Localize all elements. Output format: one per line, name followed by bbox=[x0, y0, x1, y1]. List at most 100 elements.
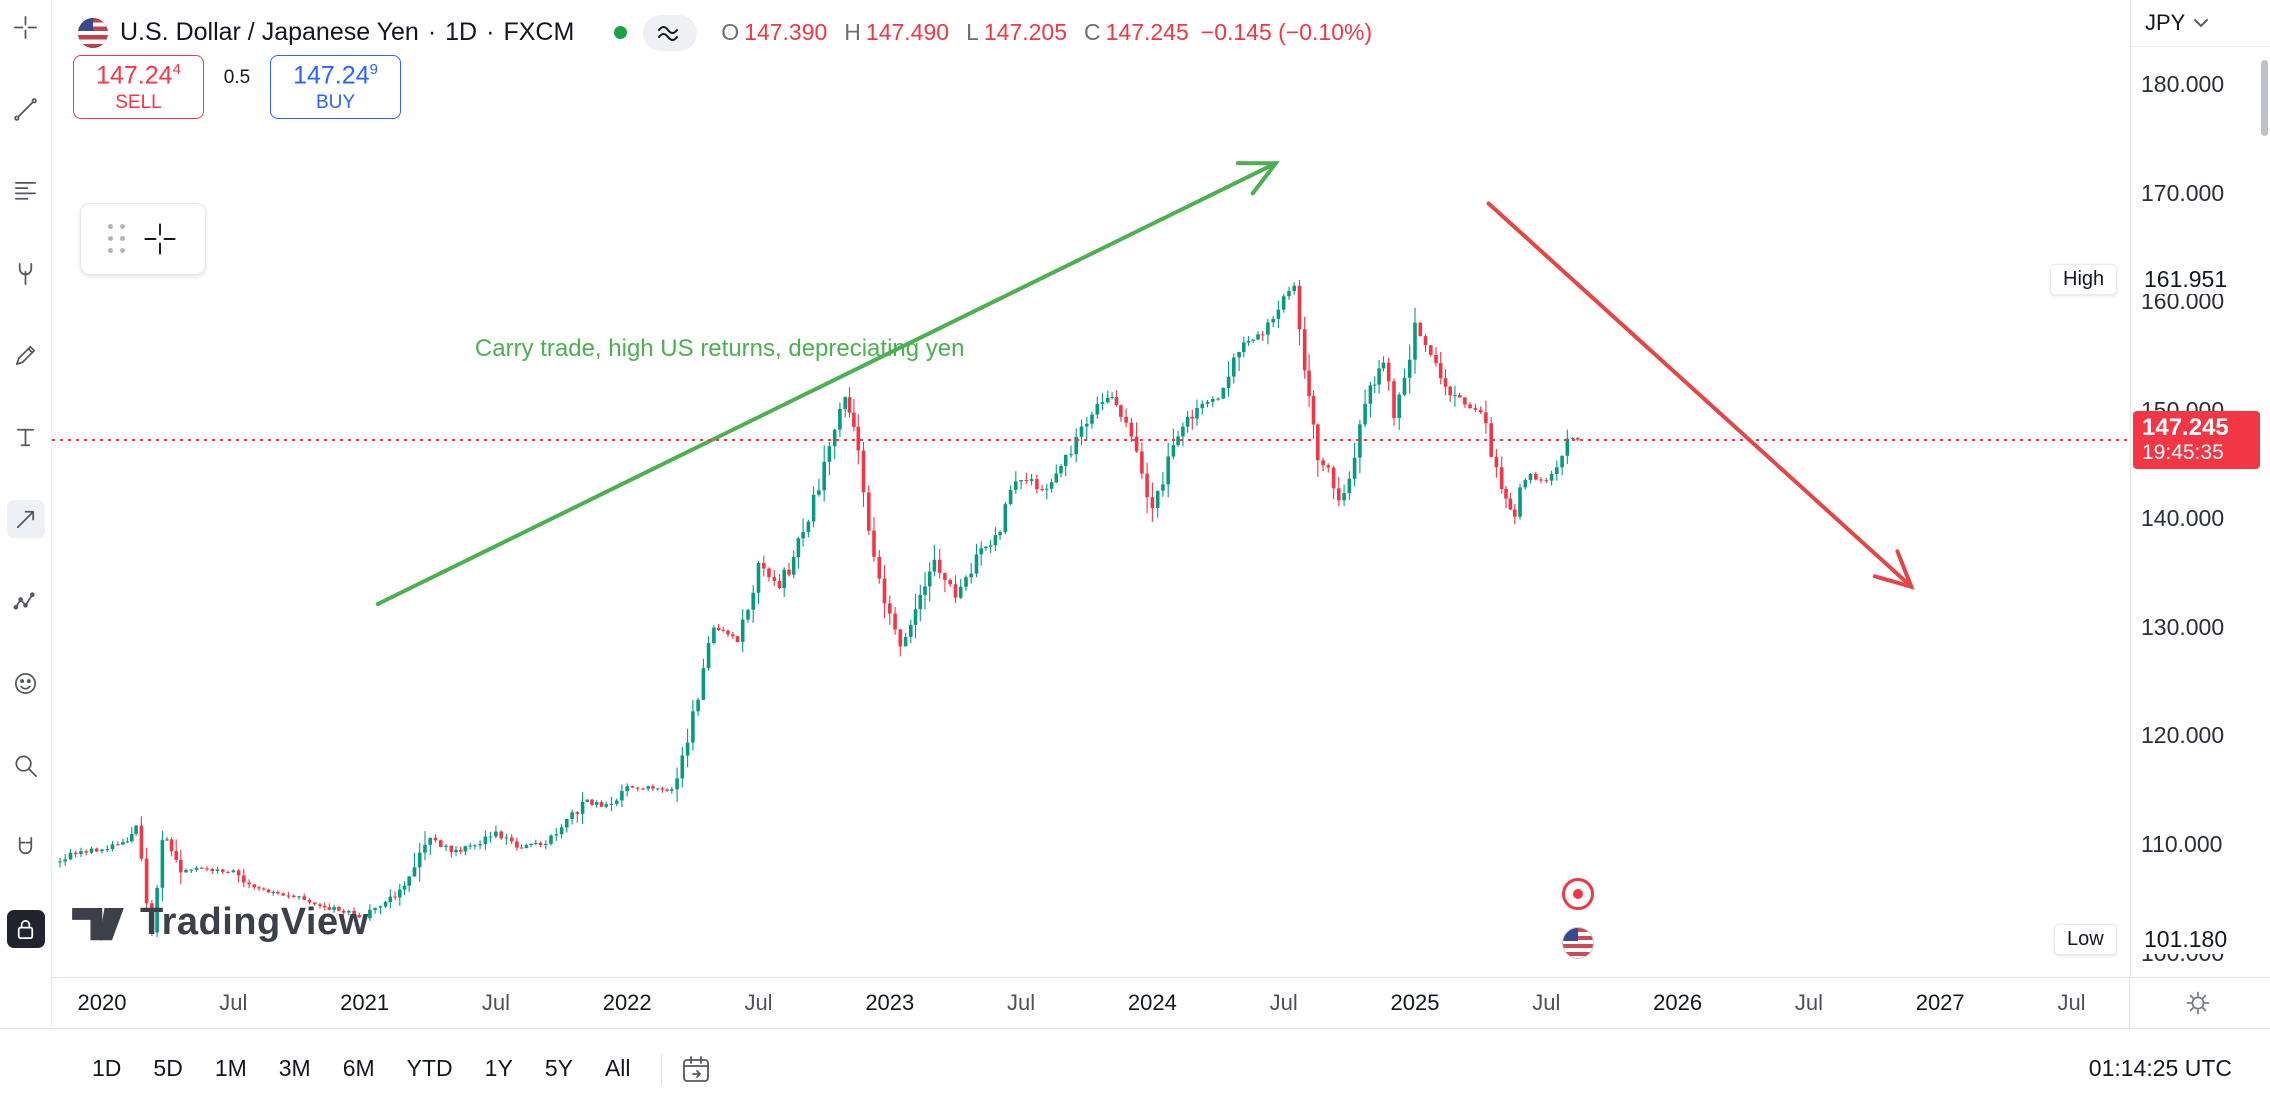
range-button-6m[interactable]: 6M bbox=[331, 1047, 387, 1090]
buy-label: BUY bbox=[315, 91, 356, 113]
economic-event-icon[interactable] bbox=[1561, 878, 1594, 910]
ohlc-values: O 147.390 H 147.490 L 147.205 C 147.245 bbox=[721, 19, 1189, 46]
range-button-5d[interactable]: 5D bbox=[141, 1047, 194, 1090]
bar-countdown: 19:45:35 bbox=[2142, 440, 2224, 464]
time-tick-label: 2026 bbox=[1653, 990, 1703, 1015]
sell-button[interactable]: 147.244 SELL bbox=[73, 55, 204, 119]
time-axis-settings-icon[interactable] bbox=[2182, 987, 2214, 1019]
separator: · bbox=[486, 18, 495, 46]
price-tick-label: 110.000 bbox=[2141, 830, 2223, 857]
bottom-toolbar: 1D 5D 1M 3M 6M YTD 1Y 5Y All 01:14:25 UTC bbox=[0, 1028, 2270, 1108]
pitchfork-icon[interactable] bbox=[7, 254, 45, 292]
currency-label: JPY bbox=[2145, 10, 2186, 35]
time-tick-label: Jul bbox=[744, 990, 773, 1015]
candlestick-series[interactable] bbox=[58, 285, 1580, 933]
sell-price-pip: 4 bbox=[172, 61, 181, 79]
range-button-3m[interactable]: 3M bbox=[267, 1047, 323, 1090]
ohlc-item: O 147.390 bbox=[721, 19, 828, 45]
chevron-down-icon bbox=[2194, 19, 2209, 28]
separator: · bbox=[427, 18, 437, 46]
time-tick-label: Jul bbox=[1269, 990, 1298, 1015]
exchange-label: FXCM bbox=[503, 18, 575, 46]
us-flag-icon bbox=[78, 17, 108, 48]
arrow-tool-icon[interactable] bbox=[6, 500, 45, 538]
time-tick-label: Jul bbox=[1532, 990, 1561, 1015]
magnet-icon[interactable] bbox=[7, 828, 45, 866]
last-price-line bbox=[52, 438, 2130, 441]
symbol-name: U.S. Dollar / Japanese Yen bbox=[120, 18, 419, 46]
price-tick-label: 140.000 bbox=[2141, 505, 2225, 532]
time-tick-label: 2024 bbox=[1127, 990, 1177, 1015]
currency-selector[interactable]: JPY bbox=[2131, 0, 2270, 47]
chart-header: U.S. Dollar / Japanese Yen · 1D · FXCM O… bbox=[52, 0, 2130, 65]
ohlc-item: C 147.245 bbox=[1084, 19, 1189, 45]
utc-clock[interactable]: 01:14:25 UTC bbox=[2088, 1055, 2232, 1081]
wave-icon bbox=[658, 25, 679, 41]
text-tool-icon[interactable] bbox=[7, 418, 45, 456]
emoji-icon[interactable] bbox=[7, 664, 45, 702]
chart-area[interactable]: TradingView Carry trade, high US returns… bbox=[52, 65, 2130, 977]
time-axis[interactable]: 2020 Jul 2021 Jul 2022 Jul 2023 Jul 2024 Jul 2025 J… bbox=[52, 977, 2270, 1028]
time-tick-label: 2021 bbox=[340, 990, 390, 1015]
brush-icon[interactable] bbox=[7, 336, 45, 374]
price-tick-label: 120.000 bbox=[2141, 722, 2225, 749]
crosshair-icon bbox=[144, 223, 176, 255]
range-button-1d[interactable]: 1D bbox=[80, 1047, 133, 1090]
pattern-icon[interactable] bbox=[7, 582, 45, 620]
time-tick-label: Jul bbox=[219, 990, 248, 1015]
candle-wicks bbox=[59, 280, 1579, 937]
bearish-trend-arrow[interactable] bbox=[1486, 201, 1915, 590]
range-button-1m[interactable]: 1M bbox=[203, 1047, 259, 1090]
cursor-crosshair-icon[interactable] bbox=[7, 8, 45, 46]
range-button-5y[interactable]: 5Y bbox=[533, 1047, 585, 1090]
divider bbox=[660, 1053, 662, 1084]
lock-drawings-icon[interactable] bbox=[6, 910, 45, 948]
bullish-trend-arrow[interactable] bbox=[375, 161, 1280, 607]
drag-handle-icon[interactable] bbox=[108, 224, 126, 254]
range-button-ytd[interactable]: YTD bbox=[395, 1047, 465, 1090]
change-value: −0.145 (−0.10%) bbox=[1200, 19, 1373, 45]
trend-line-icon[interactable] bbox=[7, 90, 45, 128]
time-tick-label: Jul bbox=[1794, 990, 1823, 1015]
range-button-1y[interactable]: 1Y bbox=[473, 1047, 525, 1090]
interval-label[interactable]: 1D bbox=[445, 18, 478, 46]
time-tick-label: Jul bbox=[481, 990, 510, 1015]
time-tick-label: 2025 bbox=[1390, 990, 1440, 1015]
crosshair-widget[interactable] bbox=[80, 203, 206, 275]
order-panel: 147.244 SELL 0.5 147.249 BUY bbox=[73, 55, 401, 119]
price-tick-label: 170.000 bbox=[2141, 179, 2225, 206]
last-price-badge: 147.245 19:45:35 bbox=[2133, 410, 2260, 469]
axis-corner-divider bbox=[2129, 978, 2130, 1028]
calendar-icon bbox=[682, 1055, 709, 1082]
price-axis[interactable]: JPY 180.000 170.000 160.000 150.000 140.000 1… bbox=[2130, 0, 2270, 977]
tradingview-watermark: TradingView bbox=[70, 900, 369, 944]
symbol-title[interactable]: U.S. Dollar / Japanese Yen · 1D · FXCM bbox=[120, 18, 574, 47]
sell-price: 147.24 bbox=[96, 61, 173, 90]
annotation-text[interactable]: Carry trade, high US returns, depreciati… bbox=[474, 334, 965, 362]
compare-pill[interactable] bbox=[643, 14, 698, 51]
buy-price: 147.24 bbox=[293, 61, 370, 90]
time-tick-label: 2023 bbox=[865, 990, 915, 1015]
zoom-icon[interactable] bbox=[7, 746, 45, 784]
time-tick-label: 2020 bbox=[77, 990, 127, 1015]
high-label: High bbox=[2050, 263, 2118, 295]
range-buttons: 1D 5D 1M 3M 6M YTD 1Y 5Y All bbox=[80, 1047, 643, 1090]
buy-button[interactable]: 147.249 BUY bbox=[270, 55, 401, 119]
high-value: 161.951 bbox=[2139, 264, 2233, 294]
low-value: 101.180 bbox=[2139, 924, 2233, 954]
fib-retracement-icon[interactable] bbox=[7, 172, 45, 210]
buy-price-pip: 9 bbox=[369, 61, 378, 79]
time-tick-label: Jul bbox=[1007, 990, 1036, 1015]
candlestick-chart[interactable] bbox=[52, 65, 2130, 977]
drawing-toolbar bbox=[0, 0, 52, 1028]
ohlc-item: L 147.205 bbox=[966, 19, 1067, 45]
range-button-all[interactable]: All bbox=[593, 1047, 643, 1090]
market-status-dot[interactable] bbox=[614, 26, 628, 39]
ohlc-item: H 147.490 bbox=[844, 19, 950, 45]
last-price-value: 147.245 bbox=[2142, 413, 2229, 441]
go-to-date-button[interactable] bbox=[680, 1053, 712, 1085]
time-tick-label: Jul bbox=[2057, 990, 2086, 1015]
scrollbar-thumb[interactable] bbox=[2261, 60, 2268, 136]
tradingview-logo-icon bbox=[72, 908, 124, 941]
us-flag-event-icon[interactable] bbox=[1561, 927, 1594, 959]
